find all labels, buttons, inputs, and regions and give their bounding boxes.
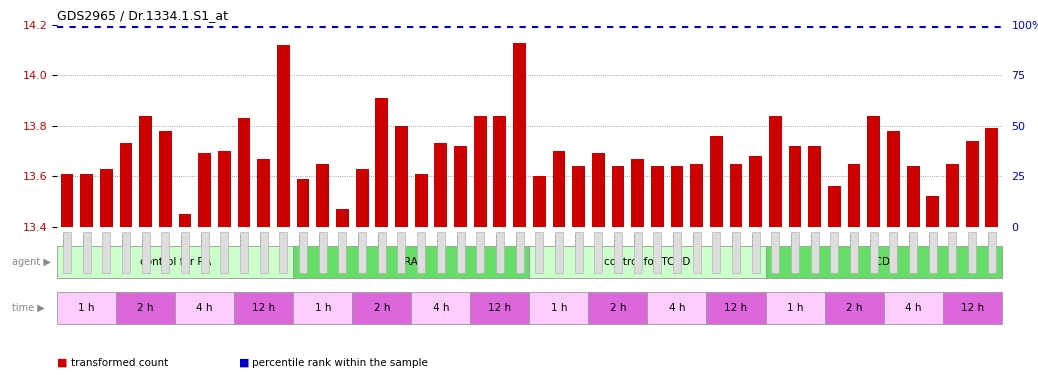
Text: 2 h: 2 h	[846, 303, 863, 313]
Bar	[57, 247, 294, 278]
Bar	[277, 45, 290, 227]
Bar	[824, 293, 883, 324]
Text: RA: RA	[405, 257, 418, 267]
Text: 4 h: 4 h	[668, 303, 685, 313]
Bar	[651, 166, 663, 227]
Bar	[529, 247, 765, 278]
Bar	[57, 293, 116, 324]
Bar	[611, 166, 624, 227]
Bar	[415, 174, 428, 227]
Bar	[80, 174, 93, 227]
Bar	[589, 293, 648, 324]
Bar	[100, 169, 113, 227]
Bar	[907, 166, 920, 227]
Bar	[395, 126, 408, 227]
Bar	[887, 131, 900, 227]
Text: 1 h: 1 h	[78, 303, 94, 313]
Bar	[175, 293, 235, 324]
Text: 2 h: 2 h	[609, 303, 626, 313]
Text: 4 h: 4 h	[196, 303, 213, 313]
Bar	[60, 174, 74, 227]
Bar	[592, 154, 605, 227]
Text: percentile rank within the sample: percentile rank within the sample	[252, 358, 428, 368]
Bar	[707, 293, 765, 324]
Text: 2 h: 2 h	[137, 303, 154, 313]
Text: agent ▶: agent ▶	[12, 257, 51, 267]
Bar	[943, 293, 1002, 324]
Bar	[985, 128, 999, 227]
Text: 12 h: 12 h	[725, 303, 747, 313]
Bar	[293, 293, 352, 324]
Bar	[179, 214, 191, 227]
Bar	[631, 159, 644, 227]
Bar	[317, 164, 329, 227]
Bar	[552, 151, 566, 227]
Text: 4 h: 4 h	[905, 303, 922, 313]
Text: 2 h: 2 h	[374, 303, 390, 313]
Text: GDS2965 / Dr.1334.1.S1_at: GDS2965 / Dr.1334.1.S1_at	[57, 9, 228, 22]
Bar	[671, 166, 683, 227]
Bar	[257, 159, 270, 227]
Bar	[926, 196, 939, 227]
Text: 4 h: 4 h	[433, 303, 449, 313]
Text: 1 h: 1 h	[315, 303, 331, 313]
Bar	[572, 166, 585, 227]
Text: time ▶: time ▶	[12, 303, 46, 313]
Bar	[769, 116, 782, 227]
Bar	[883, 293, 943, 324]
Bar	[198, 154, 211, 227]
Text: control for RA: control for RA	[139, 257, 211, 267]
Bar	[376, 98, 388, 227]
Text: 12 h: 12 h	[488, 303, 512, 313]
Bar	[470, 293, 529, 324]
Bar	[749, 156, 762, 227]
Bar	[648, 293, 707, 324]
Bar	[297, 179, 309, 227]
Text: 1 h: 1 h	[550, 303, 567, 313]
Bar	[119, 143, 133, 227]
Bar	[828, 186, 841, 227]
Text: 1 h: 1 h	[787, 303, 803, 313]
Bar	[238, 118, 250, 227]
Bar	[116, 293, 175, 324]
Bar	[710, 136, 722, 227]
Bar	[765, 247, 1002, 278]
Bar	[765, 293, 824, 324]
Bar	[454, 146, 467, 227]
Bar	[730, 164, 742, 227]
Bar	[411, 293, 470, 324]
Text: 12 h: 12 h	[252, 303, 275, 313]
Bar	[235, 293, 293, 324]
Text: ■: ■	[57, 358, 67, 368]
Bar	[529, 293, 589, 324]
Bar	[532, 176, 546, 227]
Bar	[293, 247, 529, 278]
Text: 12 h: 12 h	[960, 303, 984, 313]
Text: TCDD: TCDD	[869, 257, 898, 267]
Bar	[809, 146, 821, 227]
Bar	[493, 116, 507, 227]
Bar	[690, 164, 703, 227]
Bar	[159, 131, 171, 227]
Bar	[218, 151, 230, 227]
Bar	[868, 116, 880, 227]
Bar	[513, 43, 526, 227]
Bar	[789, 146, 801, 227]
Bar	[473, 116, 487, 227]
Bar	[435, 143, 447, 227]
Bar	[848, 164, 861, 227]
Bar	[946, 164, 959, 227]
Bar	[356, 169, 368, 227]
Bar	[139, 116, 152, 227]
Text: ■: ■	[239, 358, 249, 368]
Text: control for TCDD: control for TCDD	[604, 257, 690, 267]
Bar	[352, 293, 411, 324]
Bar	[336, 209, 349, 227]
Text: transformed count: transformed count	[71, 358, 168, 368]
Bar	[965, 141, 979, 227]
